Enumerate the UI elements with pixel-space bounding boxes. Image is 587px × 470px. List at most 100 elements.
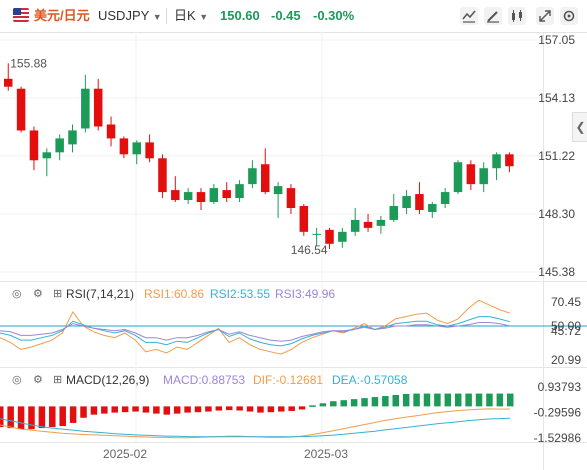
high-price-annotation: 155.88 [10,56,47,70]
macd-bar [205,406,212,412]
rsi1-value: RSI1:60.86 [144,287,205,301]
candle [428,202,437,218]
rsi-line-rsi2 [0,316,511,347]
divider [166,8,167,24]
symbol-selector[interactable]: USDJPY ▼ [98,8,162,25]
candle-body [363,221,373,228]
macd-bar [486,393,493,407]
candle-body [93,88,103,127]
macd-chart [0,393,514,439]
candle-body [29,130,39,161]
macd-bar [475,393,483,407]
candle-body [42,152,52,159]
macd-bar [423,393,431,407]
price-tick-label: 145.38 [538,265,575,279]
candlestick-chart [4,63,514,249]
macd-bar [278,406,285,412]
candle-body [248,168,257,185]
price-tick-label: 151.22 [538,149,575,163]
macd-bar [225,406,233,411]
candle [492,152,501,181]
hide-indicator-icon[interactable]: ◎ [12,374,22,386]
candle [93,78,103,131]
candle-type-icon[interactable] [508,7,526,25]
macd-bar [28,406,35,430]
macd-bar [0,406,4,428]
candle-body [222,190,231,199]
draw-icon[interactable] [484,7,502,25]
macd-bar [507,393,514,407]
macd-bar [361,398,368,407]
candle [338,227,347,248]
macd-bar [59,406,66,427]
macd-bar [17,406,25,430]
candle [132,140,141,165]
rsi2-value: RSI2:53.55 [210,287,271,301]
symbol-name[interactable]: 美元/日元 [34,8,90,23]
price-tick-label: 148.30 [538,207,575,221]
candle [325,227,334,249]
candle [145,134,154,163]
candle-body [106,124,116,139]
candle-body [338,231,347,242]
expand-icon[interactable]: ⊞ [53,288,63,300]
chevron-left-icon[interactable]: ❮ [572,112,587,142]
hide-indicator-icon[interactable]: ◎ [12,288,22,300]
candle-body [145,142,154,159]
macd-bar [121,406,129,413]
macd-bar [340,400,347,407]
rsi-legend: ◎ ⚙ ⊞ RSI(7,14,21) RSI1:60.86 RSI2:53.55… [0,285,560,303]
macd-bar [7,406,14,429]
macd-bar [38,406,46,429]
macd-bar [194,406,202,413]
candle-body [16,88,26,131]
candle [4,63,13,91]
indicator-icon[interactable] [460,7,478,25]
candle [171,176,180,203]
macd-bar [402,393,410,407]
candle [389,194,398,222]
macd-bar [288,406,295,411]
settings-icon[interactable]: ⚙ [33,374,43,386]
expand-icon[interactable]: ⊞ [53,374,63,386]
macd-bar [132,406,139,412]
rsi-title: RSI(7,14,21) [66,287,135,301]
candle [273,182,283,218]
candle [505,152,514,173]
macd-title: MACD(12,26,9) [66,373,150,387]
candle [376,215,386,234]
candle [286,184,296,214]
period-label: 日K [174,8,196,23]
candle-body [196,192,206,203]
candle [119,136,129,159]
rsi-chart [0,299,511,355]
candle [235,180,244,203]
macd-bar [298,406,306,410]
chart-area[interactable]: 157.05 154.13 151.22 148.30 145.38 155.88 146.… [0,32,587,470]
candle-body [119,138,129,155]
candle-body [350,219,360,232]
macd-bar [184,406,191,413]
candle [261,148,270,195]
candle [42,148,52,177]
macd-bar [382,396,389,407]
candle-body [428,204,437,212]
candle-body [183,192,193,201]
macd-bar [465,393,472,407]
rsi-line-rsi3 [0,322,511,342]
settings-icon[interactable]: ⚙ [33,288,43,300]
price-change-percent: -0.30% [313,8,355,23]
macd-bar [101,406,108,414]
macd-bar [111,406,118,413]
settings-icon[interactable] [560,7,578,25]
period-selector[interactable]: 日K ▼ [174,8,208,25]
candle-body [235,184,244,199]
fullscreen-icon[interactable] [536,7,554,25]
macd-bar [267,406,275,413]
candle-body [209,188,219,203]
macd-tick-label: -0.29596 [534,405,582,419]
dif-value: DIF:-0.12681 [253,373,324,387]
macd-line-dea [0,417,511,438]
candle-body [492,154,501,169]
candle-body [415,194,424,210]
